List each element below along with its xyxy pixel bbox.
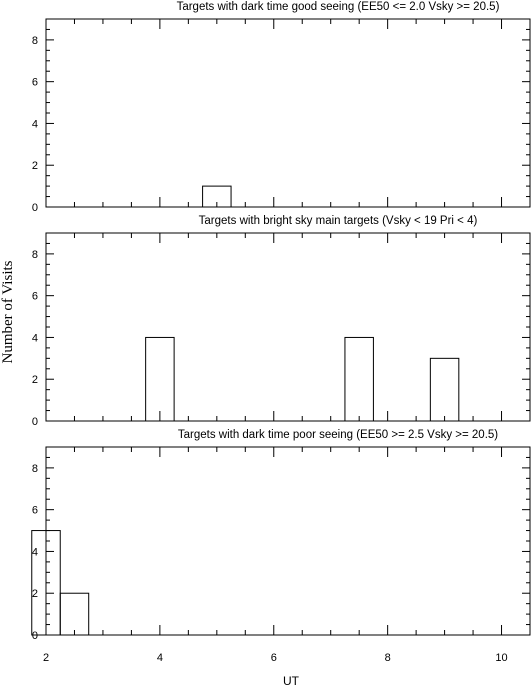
plot-frame bbox=[45, 18, 531, 208]
y-tick-label: 8 bbox=[32, 249, 38, 261]
y-tick-label: 6 bbox=[32, 505, 38, 517]
panel-1: Targets with dark time good seeing (EE50… bbox=[32, 1, 531, 214]
y-tick-label: 6 bbox=[32, 291, 38, 303]
y-tick-label: 0 bbox=[32, 630, 38, 642]
y-axis-label: Number of Visits bbox=[0, 260, 16, 363]
x-tick-label: 4 bbox=[157, 652, 163, 664]
histogram-bar bbox=[145, 336, 175, 422]
x-tick-label: 6 bbox=[271, 652, 277, 664]
y-tick-label: 8 bbox=[32, 35, 38, 47]
panel-title: Targets with dark time poor seeing (EE50… bbox=[178, 429, 498, 441]
y-tick-label: 2 bbox=[32, 160, 38, 172]
x-axis-label: UT bbox=[283, 674, 300, 688]
x-tick-label: 10 bbox=[495, 652, 507, 664]
y-tick-label: 2 bbox=[32, 374, 38, 386]
plot-frame bbox=[45, 446, 531, 636]
x-tick-label: 2 bbox=[43, 652, 49, 664]
y-tick-label: 4 bbox=[32, 546, 38, 558]
y-tick-label: 0 bbox=[32, 416, 38, 428]
histogram-bar bbox=[344, 336, 374, 422]
panel-title: Targets with dark time good seeing (EE50… bbox=[177, 1, 500, 13]
histogram-bar bbox=[429, 357, 460, 422]
plot-frame bbox=[45, 232, 531, 422]
y-tick-label: 0 bbox=[32, 202, 38, 214]
panel-3: Targets with dark time poor seeing (EE50… bbox=[31, 429, 531, 664]
y-tick-label: 2 bbox=[32, 588, 38, 600]
y-tick-label: 4 bbox=[32, 118, 38, 130]
x-tick-label: 8 bbox=[385, 652, 391, 664]
y-tick-label: 4 bbox=[32, 332, 38, 344]
panel-title: Targets with bright sky main targets (Vs… bbox=[199, 215, 478, 227]
y-tick-label: 8 bbox=[32, 463, 38, 475]
histogram-bar bbox=[59, 592, 90, 636]
panel-2: Targets with bright sky main targets (Vs… bbox=[32, 215, 531, 428]
y-tick-label: 6 bbox=[32, 77, 38, 89]
